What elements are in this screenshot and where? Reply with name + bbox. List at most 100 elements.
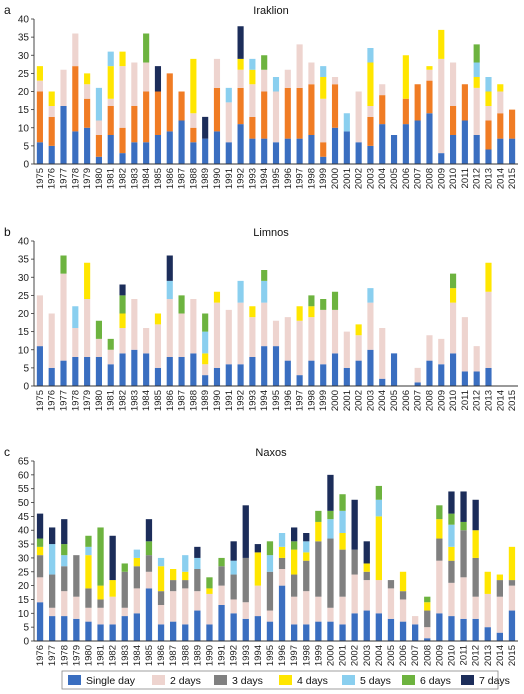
panel-a-xtick-label: 1976 bbox=[47, 168, 58, 189]
panel-c-bar-1986-two bbox=[157, 605, 165, 625]
panel-b-bar-2012-two bbox=[473, 346, 480, 372]
panel-b-bar-1997-four bbox=[296, 306, 303, 321]
panel-b-ytick-label: 10 bbox=[18, 345, 30, 356]
panel-b-xtick-label: 1978 bbox=[70, 390, 81, 411]
panel-b-bar-1996-single bbox=[284, 360, 291, 386]
panel-c-bar-2014-single bbox=[496, 632, 503, 641]
panel-b-bar-1986-seven bbox=[166, 255, 173, 281]
panel-a-bar-1986-single bbox=[166, 131, 173, 164]
panel-a-bar-2015-single bbox=[509, 138, 516, 164]
panel-b-bar-1995-two bbox=[272, 320, 280, 347]
panel-c-bar-2000-seven bbox=[327, 474, 334, 511]
panel-b-bar-1979-single bbox=[84, 357, 91, 386]
panel-a-bar-2013-orange bbox=[485, 120, 492, 150]
panel-a-bar-1983-two bbox=[131, 62, 138, 106]
panel-c-bar-1978-five bbox=[61, 555, 68, 567]
panel-b-bar-1985-four bbox=[154, 313, 162, 325]
panel-b-bar-1984-single bbox=[143, 353, 150, 386]
panel-c-bar-1977-two bbox=[49, 607, 56, 617]
panel-c-bar-1982-single bbox=[109, 624, 116, 641]
panel-c-bar-2003-single bbox=[363, 610, 370, 641]
panel-b-bar-1998-six bbox=[308, 295, 315, 307]
panel-b-bar-2011-single bbox=[461, 371, 468, 386]
panel-c-bar-1991-six bbox=[218, 557, 225, 567]
panel-c-bar-1996-five bbox=[278, 533, 286, 547]
panel-a-bar-1989-single bbox=[202, 138, 209, 164]
panel-b-bar-1999-six bbox=[320, 299, 327, 310]
panel-b-xtick-label: 1985 bbox=[153, 390, 164, 411]
panel-a-bar-1987-single bbox=[178, 120, 185, 164]
panel-b-bar-1990-four bbox=[213, 291, 221, 303]
panel-c-bar-1984-two bbox=[133, 588, 140, 614]
panel-b-bar-2010-six bbox=[450, 273, 457, 289]
panel-a-xtick-label: 2000 bbox=[330, 168, 341, 189]
panel-c-bar-2013-four bbox=[484, 571, 491, 594]
panel-b-bar-2009-two bbox=[438, 338, 445, 365]
panel-b-xtick-label: 1983 bbox=[129, 390, 140, 411]
panel-c-bar-1995-five bbox=[266, 555, 274, 572]
panel-a-bar-2013-five bbox=[485, 77, 492, 92]
panel-b-bar-1983-two bbox=[131, 299, 138, 350]
panel-c-bar-1995-three bbox=[266, 571, 274, 611]
panel-a-bar-2013-single bbox=[485, 149, 492, 164]
panel-c-ytick-label: 20 bbox=[18, 581, 30, 592]
panel-c-bar-1999-six bbox=[315, 510, 322, 522]
panel-c-bar-2011-single bbox=[460, 618, 467, 641]
panel-a-bar-1990-two bbox=[213, 58, 221, 88]
panel-c-bar-1979-single bbox=[73, 618, 80, 641]
panel-c-bar-1998-seven bbox=[303, 533, 310, 542]
panel-c-bar-1976-two bbox=[36, 577, 44, 603]
panel-c-bar-2000-two bbox=[327, 607, 334, 622]
panel-a-bar-2008-two bbox=[426, 69, 433, 81]
panel-c-bar-1987-two bbox=[170, 591, 177, 622]
panel-a-xtick-label: 1985 bbox=[153, 168, 164, 189]
panel-c-bar-2012-three bbox=[472, 557, 479, 597]
panel-c-bar-2010-single bbox=[448, 616, 455, 641]
panel-b-xtick-label: 1992 bbox=[236, 390, 247, 411]
panel-a-bar-1993-four bbox=[249, 69, 256, 85]
panel-c-bar-2007-single bbox=[412, 624, 419, 641]
panel-a-bar-2012-five bbox=[473, 62, 480, 77]
panel-c-bar-1979-three bbox=[73, 555, 80, 597]
panel-c-bar-1989-seven bbox=[194, 546, 201, 558]
panel-a-xtick-label: 1982 bbox=[118, 168, 129, 189]
legend: Single day 2 days 3 days 4 days 5 days 6 days… bbox=[61, 670, 510, 690]
panel-c-bar-1994-two bbox=[254, 585, 261, 617]
panel-b-ytick-label: 0 bbox=[23, 382, 29, 393]
panel-c-bar-2015-four bbox=[508, 546, 516, 581]
panel-b-bar-2009-single bbox=[438, 364, 445, 386]
panel-b-bar-1975-two bbox=[36, 295, 43, 347]
panel-b-bar-2010-two bbox=[450, 302, 457, 354]
panel-a-bar-2006-orange bbox=[402, 98, 409, 125]
panel-a-bar-1999-single bbox=[320, 156, 327, 164]
panel-a-bar-2014-four bbox=[497, 84, 504, 92]
panel-c-ytick-label: 5 bbox=[23, 623, 29, 634]
panel-c-bar-1998-single bbox=[303, 624, 310, 641]
panel-b-xtick-label: 1987 bbox=[177, 390, 188, 411]
panel-a-bar-1997-orange bbox=[296, 87, 303, 139]
panel-c-bar-1999-single bbox=[315, 621, 322, 641]
panel-c-bar-2005-two bbox=[387, 588, 395, 619]
panel-b-bar-1993-four bbox=[249, 306, 256, 318]
panel-c-bar-2012-two bbox=[472, 596, 479, 619]
panel-c-xtick-label: 2003 bbox=[362, 645, 373, 666]
panel-a-bar-1988-four bbox=[190, 58, 197, 114]
panel-a-bar-2013-two bbox=[485, 106, 492, 121]
panel-c-bar-1993-three bbox=[242, 557, 249, 603]
panel-c-bar-1976-seven bbox=[36, 513, 44, 539]
panel-b-bar-1978-two bbox=[72, 328, 79, 357]
panel-b-bar-1991-single bbox=[225, 364, 232, 386]
panel-b-bar-1982-two bbox=[119, 328, 126, 354]
panel-c-bar-2006-four bbox=[399, 571, 407, 592]
panel-b-bar-1995-single bbox=[272, 346, 280, 386]
panel-c-bar-1998-three bbox=[303, 560, 310, 592]
panel-c-bar-1978-single bbox=[61, 616, 68, 641]
panel-c-bar-2004-four bbox=[375, 516, 382, 581]
panel-b-xtick-label: 1975 bbox=[35, 390, 46, 411]
panel-c-bar-1993-single bbox=[242, 618, 249, 641]
panel-c-bar-1985-seven bbox=[145, 519, 153, 542]
panel-c-bar-1981-six bbox=[97, 527, 104, 586]
panel-a-xtick-label: 2014 bbox=[495, 168, 506, 189]
panel-a-bar-2003-four bbox=[367, 62, 374, 106]
panel-b-bar-2004-two bbox=[379, 328, 386, 379]
